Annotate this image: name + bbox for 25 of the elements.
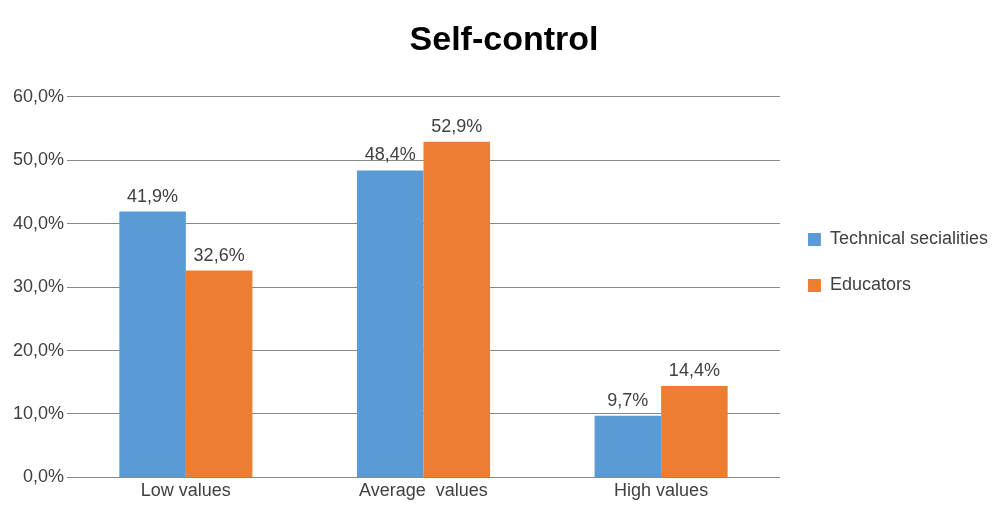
data-label: 41,9%: [127, 185, 179, 206]
bar: [594, 415, 662, 477]
data-label: 32,6%: [193, 244, 245, 265]
x-tick-label: Average values: [359, 480, 488, 501]
data-label: 52,9%: [431, 115, 483, 136]
y-tick-label: 10,0%: [12, 402, 65, 423]
x-tick-label: High values: [614, 480, 709, 501]
y-tick-label: 0,0%: [23, 466, 65, 487]
y-tick-label: 30,0%: [12, 276, 65, 297]
legend-label: Technical secialities: [829, 228, 989, 249]
data-label: 48,4%: [364, 144, 416, 165]
bar: [423, 141, 491, 477]
bar: [356, 170, 424, 477]
legend-label: Educators: [829, 274, 911, 295]
y-tick-label: 20,0%: [12, 339, 65, 360]
y-tick-label: 50,0%: [12, 149, 65, 170]
data-label: 14,4%: [668, 360, 720, 381]
x-tick-label: Low values: [140, 480, 231, 501]
bar: [661, 386, 728, 477]
bar: [185, 270, 253, 477]
bar: [119, 211, 186, 477]
data-label: 9,7%: [607, 389, 649, 410]
y-tick-label: 60,0%: [12, 85, 65, 106]
y-tick-label: 40,0%: [12, 212, 65, 233]
chart-title: Self-control: [409, 18, 599, 57]
